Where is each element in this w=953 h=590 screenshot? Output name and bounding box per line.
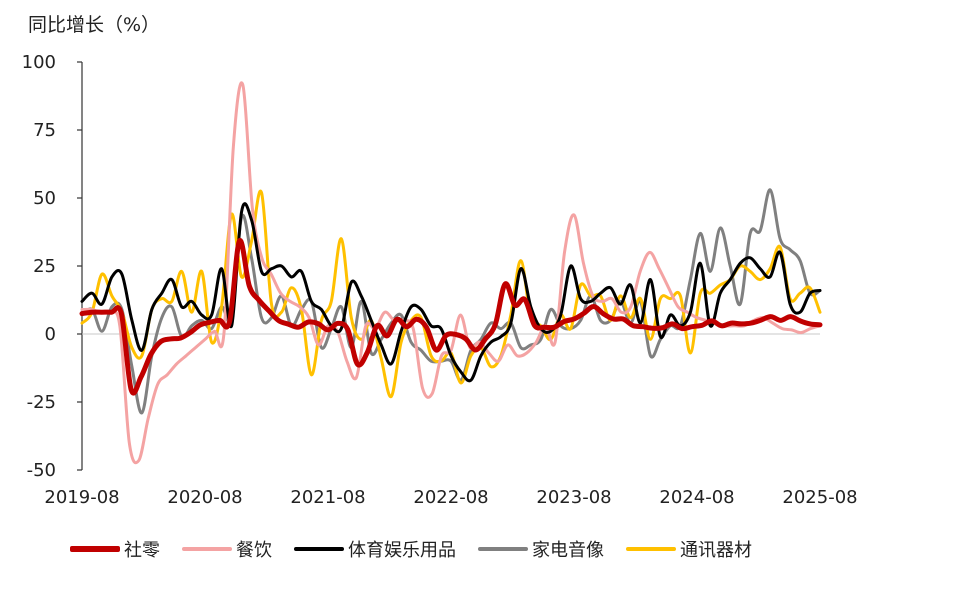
y-tick-label: 25 [33,256,56,277]
legend-label: 餐饮 [236,540,272,561]
x-tick-label: 2020-08 [167,487,242,508]
y-tick-label: 100 [22,52,56,73]
legend: 社零 餐饮 体育娱乐用品 家电音像 通讯器材 [70,536,774,562]
y-axis-title: 同比增长（%） [28,14,161,36]
legend-label: 社零 [124,540,160,561]
x-tick-label: 2022-08 [413,487,488,508]
x-tick-label: 2024-08 [659,487,734,508]
series-line-5 [80,189,822,399]
y-tick-label: 75 [33,120,56,141]
series-line-1 [79,238,823,396]
legend-label: 体育娱乐用品 [348,540,456,561]
x-tick-label: 2021-08 [290,487,365,508]
y-tick-label: 0 [45,324,56,345]
y-tick-label: -50 [27,460,56,481]
x-tick-label: 2025-08 [782,487,857,508]
legend-label: 通讯器材 [680,540,752,561]
legend-swatch [626,547,676,551]
legend-item-2: 餐饮 [182,536,272,562]
legend-item-3: 体育娱乐用品 [294,536,456,562]
legend-item-5: 通讯器材 [626,536,752,562]
legend-item-1: 社零 [70,536,160,562]
series-line-3 [80,202,822,383]
x-tick-label: 2019-08 [44,487,119,508]
y-tick-label: -25 [27,392,56,413]
legend-swatch [182,547,232,551]
legend-swatch [70,546,120,552]
legend-label: 家电音像 [532,540,604,561]
legend-swatch [294,547,344,551]
y-tick-label: 50 [33,188,56,209]
legend-item-4: 家电音像 [478,536,604,562]
x-tick-label: 2023-08 [536,487,611,508]
legend-swatch [478,547,528,551]
series-line-2 [80,81,822,465]
